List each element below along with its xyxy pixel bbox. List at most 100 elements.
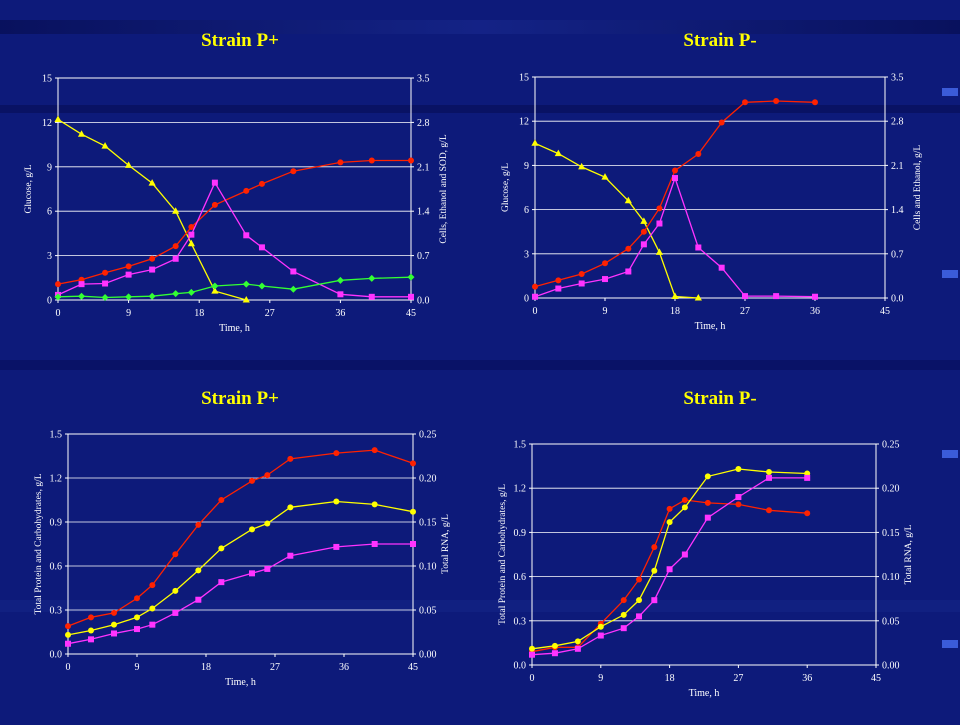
data-point: [636, 613, 643, 620]
y2-tick-label: 2.8: [891, 117, 904, 128]
data-point: [651, 597, 658, 604]
data-point: [148, 292, 156, 300]
y2-axis-label: Cells and Ethanol, g/L: [913, 145, 923, 231]
data-point: [651, 544, 658, 551]
x-axis-label: Time, h: [225, 677, 256, 688]
data-point: [172, 587, 179, 594]
data-point: [54, 115, 62, 122]
x-axis-label: Time, h: [695, 321, 726, 332]
data-point: [243, 187, 250, 194]
data-point: [735, 494, 742, 501]
data-point: [574, 638, 581, 645]
data-point: [371, 541, 378, 547]
chart-title: Strain P+: [201, 388, 279, 409]
data-point: [102, 280, 109, 287]
data-point: [656, 205, 663, 212]
data-point: [195, 567, 202, 574]
data-point: [195, 521, 202, 528]
data-point: [742, 293, 748, 300]
x-tick-label: 18: [670, 306, 680, 317]
data-point: [249, 526, 255, 533]
y2-tick-label: 0.25: [882, 440, 900, 451]
data-point: [211, 287, 219, 294]
data-point: [773, 97, 780, 104]
data-point: [742, 99, 748, 106]
data-point: [694, 294, 702, 301]
data-point: [672, 175, 678, 182]
data-point: [407, 273, 415, 281]
data-point: [264, 565, 271, 572]
y2-tick-label: 0.00: [882, 661, 900, 672]
data-point: [368, 274, 376, 282]
y2-tick-label: 0.7: [891, 249, 904, 260]
y-tick-label: 3: [47, 251, 52, 262]
series-line: [67, 500, 414, 636]
data-point: [625, 245, 632, 252]
x-tick-label: 36: [335, 308, 345, 319]
y-tick-label: 0.9: [514, 528, 527, 539]
data-point: [258, 180, 265, 187]
data-point: [218, 497, 225, 503]
data-point: [148, 179, 156, 186]
data-point: [337, 159, 344, 166]
x-tick-label: 27: [265, 308, 275, 319]
data-point: [529, 651, 535, 658]
data-point: [101, 293, 109, 301]
plot-frame: [531, 443, 877, 666]
y-tick-label: 12: [519, 117, 529, 128]
data-point: [368, 157, 375, 164]
data-point: [264, 520, 271, 527]
data-point: [597, 623, 604, 630]
data-point: [578, 280, 585, 287]
data-point: [655, 248, 664, 255]
data-point: [258, 244, 265, 251]
x-tick-label: 18: [665, 673, 675, 684]
data-point: [218, 579, 225, 586]
data-point: [601, 173, 609, 180]
data-point: [529, 645, 535, 652]
data-point: [172, 290, 180, 298]
plot-frame: [67, 433, 414, 655]
series-line: [57, 159, 411, 285]
y-tick-label: 6: [47, 207, 52, 218]
data-point: [77, 130, 86, 137]
data-point: [149, 605, 156, 612]
y-tick-label: 9: [47, 162, 52, 173]
y-tick-label: 0.3: [50, 606, 63, 617]
data-point: [88, 627, 94, 634]
data-point: [812, 99, 818, 106]
y-tick-label: 0: [47, 296, 52, 307]
data-point: [410, 508, 416, 515]
data-point: [624, 196, 632, 204]
data-point: [134, 626, 140, 633]
data-point: [735, 501, 742, 508]
y-tick-label: 0.6: [514, 572, 527, 583]
data-point: [287, 504, 294, 511]
data-point: [765, 474, 772, 481]
data-point: [681, 504, 688, 511]
chart-panel-bottom-left: Strain P+ 0.0 0.3 0.6 0.9 1.2 1.5 0.00 0.05 0.10…: [0, 360, 480, 720]
x-tick-label: 36: [810, 306, 820, 317]
data-point: [804, 474, 811, 481]
y2-tick-label: 0.7: [417, 251, 430, 262]
data-point: [531, 139, 539, 146]
data-point: [290, 168, 297, 175]
y-tick-label: 1.5: [50, 430, 63, 441]
y-tick-label: 9: [524, 161, 529, 172]
data-point: [125, 271, 132, 278]
data-point: [337, 291, 344, 298]
data-point: [111, 630, 117, 637]
y2-tick-label: 1.4: [417, 207, 430, 218]
data-point: [243, 232, 250, 239]
data-point: [812, 293, 818, 300]
chart-svg: 0.0 0.3 0.6 0.9 1.2 1.5 0.00 0.05 0.10 0.15 0.20 0.…: [34, 430, 451, 689]
x-tick-label: 45: [871, 673, 881, 684]
y2-tick-label: 0.20: [419, 474, 437, 485]
y-tick-label: 0: [524, 294, 529, 305]
data-point: [735, 466, 742, 473]
chart-title: Strain P-: [683, 30, 757, 51]
x-tick-label: 27: [270, 662, 280, 673]
data-point: [574, 645, 581, 652]
x-tick-label: 18: [194, 308, 204, 319]
